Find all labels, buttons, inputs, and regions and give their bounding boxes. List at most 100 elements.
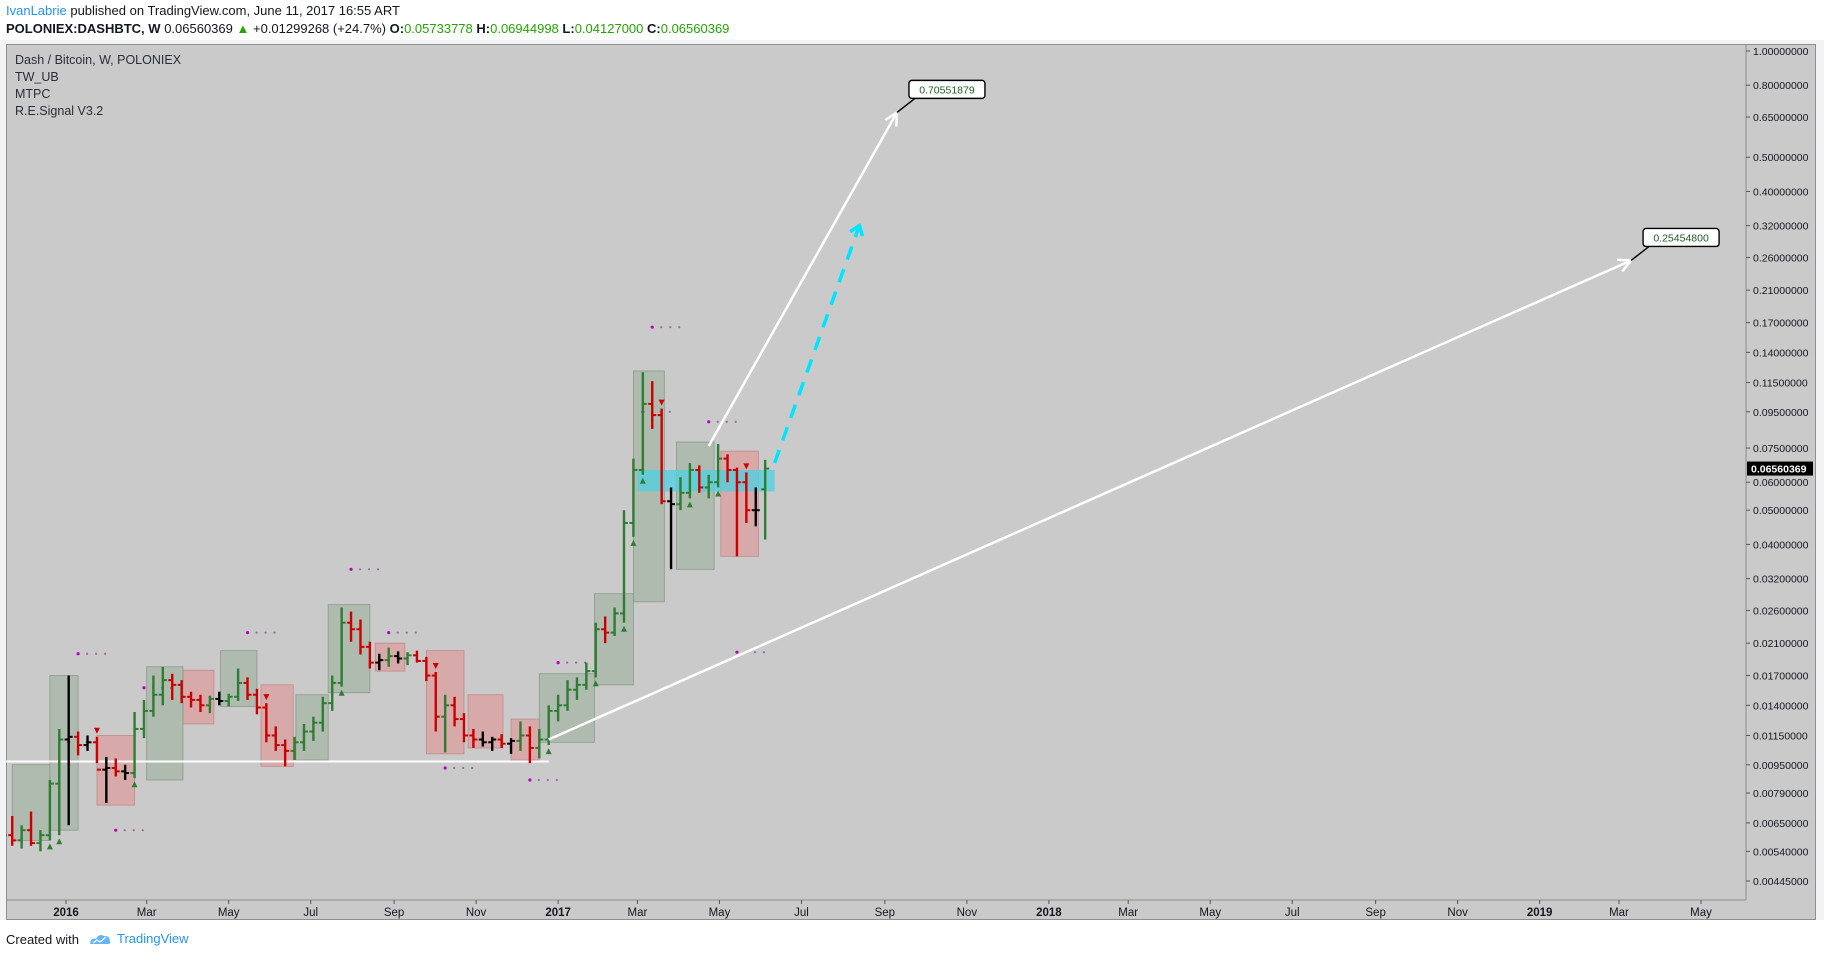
- signal-dot: [387, 630, 391, 635]
- signal-dot: [650, 325, 654, 329]
- close-value: 0.06560369: [660, 21, 730, 36]
- x-tick-label: Mar: [1118, 907, 1138, 919]
- green-range-box: [146, 666, 184, 781]
- tradingview-link[interactable]: TradingView: [88, 931, 189, 946]
- signal-dot-trail: [123, 829, 126, 832]
- red-range-box: [510, 718, 540, 761]
- price-callout-label: 0.25454800: [1653, 232, 1709, 244]
- x-tick-label: Mar: [628, 907, 648, 919]
- buy-signal-icon: [131, 781, 138, 788]
- signal-dot: [443, 766, 447, 770]
- y-tick-label: 0.03200000: [1753, 574, 1809, 586]
- y-tick-label: 0.11500000: [1753, 378, 1808, 390]
- sell-signal-icon: [432, 662, 439, 669]
- y-tick-label: 0.02100000: [1753, 638, 1809, 650]
- legend-indicator[interactable]: MTPC: [15, 87, 51, 101]
- x-tick-label: Sep: [1365, 907, 1385, 919]
- change-value: +0.01299268 (+24.7%): [253, 21, 386, 36]
- price-callout-label: 0.70551879: [919, 84, 975, 96]
- published-text: published on TradingView.com, June 11, 2…: [70, 3, 400, 18]
- signal-dot-trail: [396, 631, 399, 634]
- chart-pane[interactable]: [6, 44, 1816, 920]
- buy-signal-icon: [630, 539, 637, 546]
- signal-dot-trail: [575, 661, 578, 664]
- open-label: O:: [389, 21, 405, 36]
- y-tick-label: 0.32000000: [1753, 221, 1809, 233]
- signal-dot-trail: [367, 568, 371, 571]
- buy-signal-icon: [639, 477, 646, 484]
- y-tick-label: 0.09500000: [1753, 407, 1809, 419]
- signal-dot-trail: [95, 652, 98, 655]
- up-arrow-icon: ▲: [236, 21, 250, 36]
- y-tick-label: 1.00000000: [1753, 46, 1809, 58]
- low-value: 0.04127000: [574, 21, 644, 36]
- signal-dot: [528, 778, 532, 782]
- y-tick-label: 0.65000000: [1753, 112, 1809, 124]
- last-price-label: 0.06560369: [1751, 464, 1807, 476]
- signal-dot-trail: [660, 326, 663, 329]
- price-callout-box: [1642, 227, 1720, 248]
- author-link[interactable]: IvanLabrie: [6, 3, 67, 18]
- x-tick-label: Jul: [303, 907, 318, 919]
- signal-dot: [735, 650, 739, 654]
- publish-line: IvanLabrie published on TradingView.com,…: [6, 3, 400, 19]
- buy-signal-icon: [545, 748, 552, 755]
- signal-dot-trail: [725, 420, 728, 423]
- y-tick-label: 0.80000000: [1753, 80, 1809, 92]
- sell-signal-icon: [263, 694, 270, 701]
- signal-dot-trail: [414, 631, 417, 634]
- signal-dot-trail: [453, 766, 456, 770]
- signal-dot: [349, 567, 353, 571]
- x-tick-label: May: [709, 907, 731, 919]
- y-tick-label: 0.21000000: [1753, 285, 1809, 297]
- sell-signal-icon: [93, 727, 100, 734]
- y-tick-label: 0.00540000: [1753, 846, 1809, 858]
- price-callout-box: [908, 79, 986, 100]
- y-tick-label: 0.06000000: [1753, 477, 1809, 489]
- green-range-box: [676, 441, 715, 570]
- signal-dot-trail: [141, 829, 144, 832]
- buy-signal-icon: [620, 625, 627, 632]
- sell-signal-icon: [743, 463, 750, 470]
- signal-dot-trail: [669, 326, 672, 329]
- last-price-tag: [1747, 461, 1813, 476]
- signal-dot-trail: [678, 326, 681, 329]
- high-label: H:: [476, 21, 491, 36]
- legend-title[interactable]: Dash / Bitcoin, W, POLONIEX: [15, 53, 182, 67]
- chart-legend: Dash / Bitcoin, W, POLONIEX TW_UB MTPC R…: [15, 52, 181, 120]
- x-tick-label: 2018: [1036, 907, 1062, 919]
- y-tick-label: 0.04000000: [1753, 539, 1809, 551]
- signal-dot-trail: [376, 568, 380, 571]
- buy-signal-icon: [715, 490, 722, 497]
- y-tick-label: 0.00650000: [1753, 818, 1809, 830]
- signal-dot-trail: [104, 652, 107, 655]
- x-tick-label: Sep: [384, 907, 404, 919]
- y-tick-label: 0.17000000: [1753, 318, 1809, 330]
- signal-dot-trail: [264, 631, 267, 634]
- x-tick-label: 2016: [53, 907, 79, 919]
- x-tick-label: Nov: [957, 907, 978, 919]
- legend-indicator[interactable]: R.E.Signal V3.2: [15, 104, 104, 118]
- signal-dot-trail: [668, 410, 671, 413]
- x-tick-label: Jul: [794, 907, 809, 919]
- signal-dot-trail: [537, 778, 540, 782]
- forecast-arrowhead-icon: [849, 222, 865, 237]
- sell-signal-icon: [658, 399, 665, 406]
- x-tick-label: May: [1199, 907, 1221, 919]
- y-tick-label: 0.01700000: [1753, 671, 1809, 683]
- x-tick-label: May: [1690, 907, 1712, 919]
- buy-signal-icon: [46, 843, 53, 850]
- signal-dot-trail: [753, 651, 757, 654]
- close-label: C:: [647, 21, 661, 36]
- signal-dot: [76, 652, 80, 656]
- y-tick-label: 0.01150000: [1753, 730, 1808, 742]
- signal-dot-trail: [762, 651, 766, 654]
- legend-indicator[interactable]: TW_UB: [15, 70, 59, 84]
- arrowhead-icon: [1617, 258, 1634, 273]
- target-zone: [637, 469, 775, 492]
- x-tick-label: 2017: [545, 907, 571, 919]
- high-value: 0.06944998: [490, 21, 559, 36]
- x-tick-label: May: [218, 907, 240, 919]
- y-tick-label: 0.05000000: [1753, 505, 1809, 517]
- buy-signal-icon: [56, 838, 63, 845]
